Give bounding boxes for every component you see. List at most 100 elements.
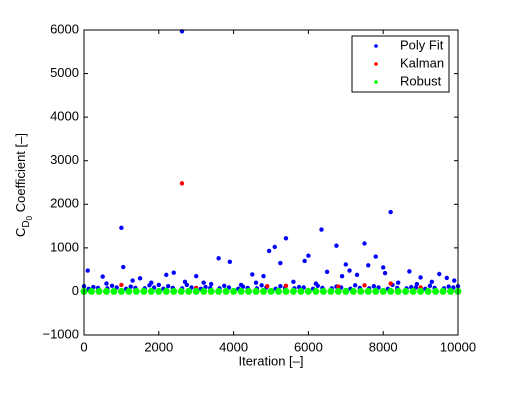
point [327, 287, 335, 295]
point [407, 269, 412, 274]
point [253, 280, 259, 285]
y-label-subsub: 0 [25, 215, 34, 220]
point [102, 287, 110, 295]
point [252, 287, 260, 295]
point [278, 284, 283, 289]
point [132, 287, 140, 295]
point [245, 287, 253, 295]
point [272, 244, 277, 250]
point [291, 279, 296, 285]
point [342, 287, 350, 295]
x-tick-label: 2000 [144, 339, 173, 354]
point [357, 287, 365, 295]
y-tick-label: 0 [72, 283, 79, 298]
point [283, 236, 289, 241]
point [170, 287, 178, 295]
point [283, 283, 289, 288]
point [371, 284, 377, 289]
plot-frame [83, 29, 459, 336]
y-label-part: C [13, 228, 28, 237]
point [373, 254, 378, 259]
point [130, 278, 135, 283]
y-label-part: Coefficient [–] [13, 133, 28, 216]
point [324, 269, 330, 275]
point [250, 272, 255, 277]
point [121, 264, 126, 270]
point [125, 287, 133, 295]
point [354, 272, 360, 278]
point [388, 281, 393, 286]
point [362, 283, 367, 288]
point [387, 287, 395, 295]
y-tick-label: 6000 [50, 21, 79, 36]
legend-label: Kalman [400, 55, 444, 70]
y-label-sub: D [21, 220, 32, 227]
point [265, 284, 270, 289]
point [260, 287, 268, 295]
point [227, 259, 233, 264]
point [388, 209, 393, 215]
point [379, 287, 387, 295]
point [222, 287, 230, 295]
point [87, 287, 95, 295]
point [319, 227, 324, 232]
x-axis-label: Iteration [–] [238, 353, 303, 368]
point [171, 270, 176, 275]
point [147, 283, 152, 288]
point [364, 287, 372, 295]
point [372, 287, 380, 295]
point [424, 287, 432, 295]
point [162, 287, 170, 295]
point [452, 278, 457, 283]
point [155, 287, 163, 295]
point [215, 287, 223, 295]
point [259, 283, 264, 288]
point [439, 287, 447, 295]
legend-label: Poly Fit [400, 37, 444, 52]
point [147, 287, 155, 295]
point [447, 287, 455, 295]
point [185, 287, 193, 295]
point [207, 287, 215, 295]
point [381, 265, 386, 270]
point [429, 279, 435, 285]
point [85, 268, 90, 273]
point [164, 272, 169, 278]
point [446, 284, 451, 289]
point [302, 258, 307, 264]
point [274, 287, 282, 295]
x-tick-label: 6000 [294, 339, 323, 354]
x-tick-label: 0 [80, 339, 87, 354]
point [177, 287, 185, 295]
point [347, 268, 352, 273]
point [362, 241, 367, 246]
point [427, 283, 433, 288]
x-tick-label: 8000 [369, 339, 398, 354]
point [282, 287, 290, 295]
y-tick-label: 5000 [50, 65, 79, 80]
point [140, 287, 148, 295]
point [306, 253, 311, 258]
point [297, 287, 305, 295]
point [432, 287, 440, 295]
point [319, 287, 327, 295]
point [194, 273, 199, 279]
y-tick-label: 3000 [50, 152, 79, 167]
point [192, 287, 200, 295]
legend-marker [374, 62, 378, 66]
point [267, 287, 275, 295]
point [110, 287, 118, 295]
point [352, 283, 358, 288]
point [109, 283, 115, 288]
point [184, 282, 190, 288]
y-tick-label: −1000 [42, 326, 79, 341]
point [222, 283, 227, 288]
point [137, 276, 143, 281]
point [304, 287, 312, 295]
y-axis-label: CD0 Coefficient [–] [13, 133, 34, 237]
point [349, 287, 357, 295]
point [230, 287, 238, 295]
point [237, 287, 245, 295]
point [418, 275, 423, 280]
